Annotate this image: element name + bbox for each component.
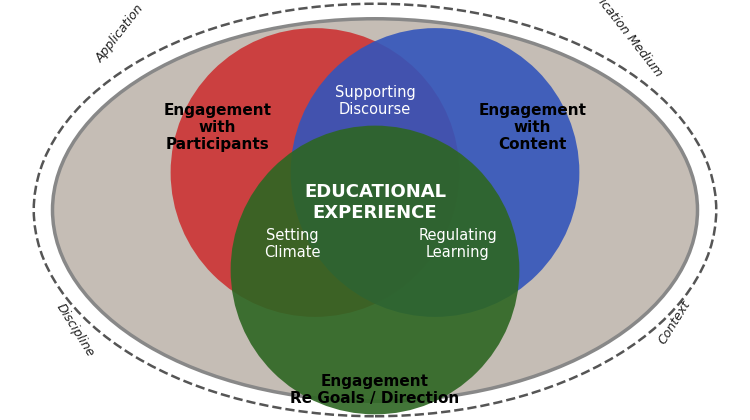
Text: Engagement
Re Goals / Direction: Engagement Re Goals / Direction <box>290 374 460 406</box>
Text: EDUCATIONAL
EXPERIENCE: EDUCATIONAL EXPERIENCE <box>304 183 446 222</box>
Text: Context: Context <box>656 298 694 347</box>
Text: Application: Application <box>94 3 146 65</box>
Text: Setting
Climate: Setting Climate <box>264 228 321 260</box>
Text: ication Medium: ication Medium <box>596 0 664 79</box>
Circle shape <box>291 28 579 317</box>
Text: Regulating
Learning: Regulating Learning <box>419 228 497 260</box>
Text: Supporting
Discourse: Supporting Discourse <box>334 85 416 118</box>
Circle shape <box>170 28 459 317</box>
Text: Discipline: Discipline <box>53 301 97 359</box>
Text: Engagement
with
Content: Engagement with Content <box>478 102 586 152</box>
Text: Engagement
with
Participants: Engagement with Participants <box>164 102 272 152</box>
Circle shape <box>231 126 519 415</box>
Ellipse shape <box>53 19 698 401</box>
